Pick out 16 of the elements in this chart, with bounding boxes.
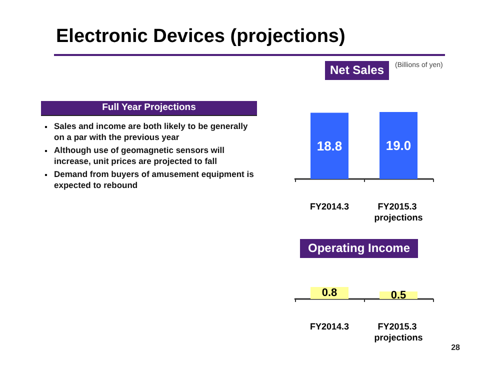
chart-title: Operating Income	[300, 239, 418, 258]
text: Although use of geomagnetic sensors will increase, unit prices are projected to fall	[54, 145, 226, 166]
data-label: 19.0	[386, 138, 412, 153]
text: Full Year Projections	[41, 101, 257, 116]
chart-title: Net Sales	[325, 61, 389, 80]
text: Demand from buyers of amusement equipment is expected to rebound	[54, 169, 255, 190]
x-tick-label: FY2014.3	[310, 202, 350, 212]
text: Sales and income are both likely to be generally on a par with the previous year	[54, 121, 249, 142]
data-label: 18.8	[316, 138, 342, 154]
data-label: 0.8	[322, 287, 338, 299]
x-tick-label: FY2015.3 projections	[374, 322, 423, 342]
text: Electronic Devices (projections)	[56, 26, 346, 48]
x-tick-label: FY2015.3 projections	[374, 202, 423, 222]
x-tick-label: FY2014.3	[310, 322, 350, 332]
data-label: 0.5	[390, 289, 406, 302]
text: 28	[450, 343, 460, 352]
